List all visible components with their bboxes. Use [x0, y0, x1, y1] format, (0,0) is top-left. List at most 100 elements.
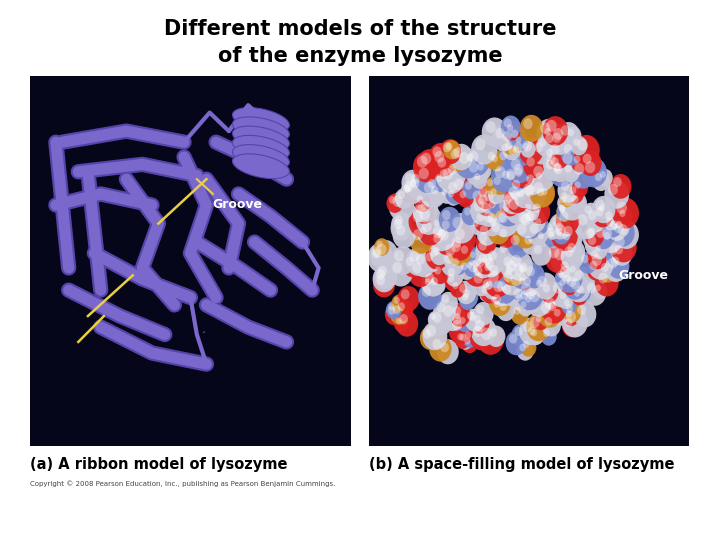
- Circle shape: [536, 315, 541, 322]
- Circle shape: [570, 186, 576, 194]
- Circle shape: [609, 246, 617, 255]
- Circle shape: [478, 198, 485, 205]
- Circle shape: [562, 297, 577, 315]
- Circle shape: [450, 175, 475, 204]
- Circle shape: [511, 130, 518, 138]
- Circle shape: [420, 178, 446, 208]
- Circle shape: [593, 243, 607, 259]
- Circle shape: [530, 224, 539, 234]
- Circle shape: [593, 204, 613, 227]
- Circle shape: [585, 233, 606, 256]
- Circle shape: [559, 292, 567, 299]
- Circle shape: [406, 247, 431, 276]
- Circle shape: [565, 126, 582, 145]
- Circle shape: [574, 301, 596, 327]
- Circle shape: [421, 201, 429, 211]
- Circle shape: [497, 226, 516, 248]
- Circle shape: [520, 179, 546, 210]
- Circle shape: [401, 178, 423, 204]
- Circle shape: [448, 182, 457, 192]
- Circle shape: [464, 309, 482, 329]
- Circle shape: [518, 288, 536, 310]
- Circle shape: [577, 214, 588, 226]
- Circle shape: [553, 164, 562, 174]
- Circle shape: [522, 208, 544, 233]
- Circle shape: [448, 191, 454, 198]
- Circle shape: [516, 293, 523, 301]
- Circle shape: [582, 225, 604, 250]
- Circle shape: [392, 262, 402, 273]
- Circle shape: [394, 297, 400, 304]
- Circle shape: [441, 240, 467, 270]
- Circle shape: [448, 268, 455, 276]
- Circle shape: [515, 167, 523, 177]
- Circle shape: [476, 230, 497, 254]
- Circle shape: [543, 151, 566, 177]
- Circle shape: [435, 174, 442, 183]
- Circle shape: [513, 134, 528, 151]
- Circle shape: [500, 281, 521, 306]
- Circle shape: [475, 238, 497, 262]
- Circle shape: [465, 158, 489, 186]
- Circle shape: [566, 310, 572, 318]
- Circle shape: [575, 270, 584, 281]
- Circle shape: [551, 161, 568, 181]
- Circle shape: [503, 138, 521, 160]
- Circle shape: [575, 181, 581, 188]
- Circle shape: [413, 152, 439, 183]
- Circle shape: [370, 246, 388, 267]
- Circle shape: [510, 144, 526, 161]
- Circle shape: [420, 326, 441, 350]
- Circle shape: [616, 201, 627, 214]
- Circle shape: [569, 192, 587, 213]
- Circle shape: [390, 246, 415, 275]
- Circle shape: [475, 251, 496, 275]
- Circle shape: [433, 220, 440, 227]
- Circle shape: [495, 166, 505, 178]
- Circle shape: [588, 235, 596, 245]
- Circle shape: [521, 274, 540, 296]
- Circle shape: [572, 195, 579, 204]
- Circle shape: [506, 169, 516, 180]
- Circle shape: [586, 228, 594, 238]
- Circle shape: [519, 343, 526, 352]
- Circle shape: [490, 219, 497, 227]
- Circle shape: [443, 142, 451, 152]
- Circle shape: [526, 313, 551, 341]
- Circle shape: [521, 339, 536, 357]
- Circle shape: [458, 260, 475, 280]
- Circle shape: [428, 275, 446, 295]
- Circle shape: [525, 295, 531, 303]
- Circle shape: [564, 144, 572, 154]
- Circle shape: [488, 271, 499, 283]
- Circle shape: [468, 312, 476, 321]
- Circle shape: [432, 312, 441, 323]
- Circle shape: [482, 279, 492, 290]
- Circle shape: [439, 139, 462, 164]
- Circle shape: [447, 146, 469, 171]
- Circle shape: [428, 308, 452, 336]
- Circle shape: [426, 325, 436, 336]
- Circle shape: [559, 272, 580, 295]
- Circle shape: [553, 128, 563, 140]
- Circle shape: [518, 299, 534, 316]
- Circle shape: [458, 243, 477, 264]
- Circle shape: [597, 202, 611, 220]
- Circle shape: [475, 185, 497, 209]
- Circle shape: [479, 233, 487, 242]
- Circle shape: [487, 179, 493, 186]
- Circle shape: [608, 258, 617, 269]
- Circle shape: [509, 334, 518, 343]
- Circle shape: [453, 306, 461, 315]
- Circle shape: [461, 262, 467, 271]
- Circle shape: [506, 260, 516, 272]
- Circle shape: [481, 202, 491, 214]
- Circle shape: [472, 265, 482, 276]
- Circle shape: [474, 200, 484, 212]
- Circle shape: [580, 151, 602, 176]
- Circle shape: [433, 172, 450, 192]
- Circle shape: [523, 183, 534, 195]
- Circle shape: [503, 131, 512, 142]
- Circle shape: [513, 288, 522, 299]
- Circle shape: [413, 251, 436, 277]
